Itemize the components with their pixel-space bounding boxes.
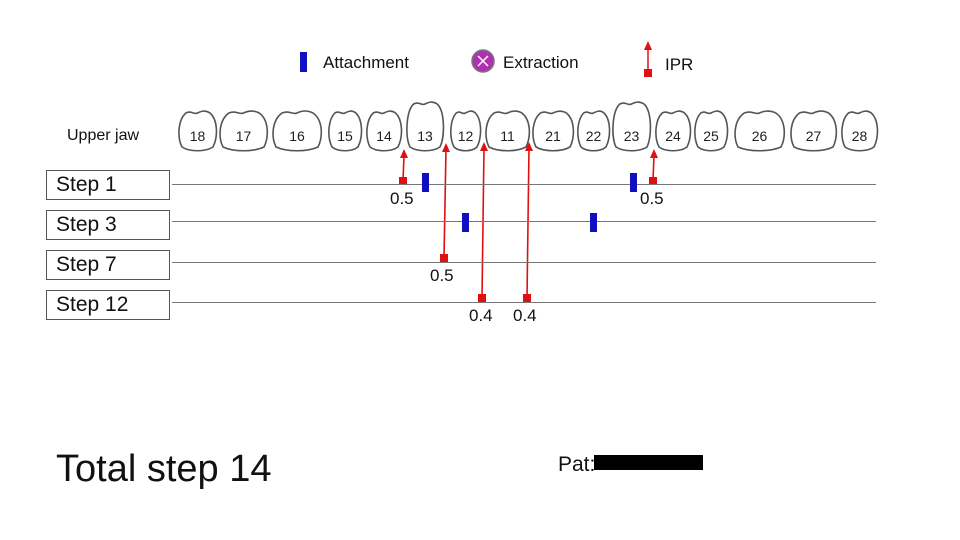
- step-1-line: [172, 184, 876, 185]
- tooth-number: 23: [624, 128, 640, 144]
- tooth-12: 12: [450, 110, 482, 152]
- step-12-line: [172, 302, 876, 303]
- ipr-legend-icon: [644, 41, 652, 77]
- attachment-step1-tooth13: [422, 173, 429, 192]
- tooth-number: 25: [703, 128, 719, 144]
- tooth-28: 28: [841, 110, 879, 152]
- ipr-arrow-13-12: [440, 143, 450, 262]
- tooth-18: 18: [178, 110, 218, 152]
- extraction-legend-icon: [471, 49, 495, 73]
- tooth-26: 26: [734, 110, 786, 152]
- ipr-legend-label: IPR: [665, 55, 694, 74]
- step-7-line: [172, 262, 876, 263]
- step-12-box: Step 12: [46, 290, 170, 320]
- tooth-number: 11: [500, 128, 515, 144]
- tooth-17: 17: [219, 110, 269, 152]
- tooth-number: 15: [337, 128, 353, 144]
- attachment-step3-tooth12: [462, 213, 469, 232]
- ipr-value-23-24: 0.5: [640, 189, 664, 208]
- attachment-legend-label: Attachment: [323, 53, 409, 72]
- ipr-arrows: [399, 142, 658, 302]
- patient-name-redaction: [594, 455, 703, 470]
- tooth-21: 21: [532, 110, 575, 152]
- tooth-24: 24: [655, 110, 692, 152]
- step-7-box: Step 7: [46, 250, 170, 280]
- tooth-11: 11: [485, 110, 531, 152]
- ipr-value-14-13: 0.5: [390, 189, 414, 208]
- tooth-number: 24: [665, 128, 681, 144]
- ipr-arrow-11-21: [523, 142, 533, 302]
- tooth-22: 22: [577, 110, 611, 152]
- tooth-15: 15: [328, 110, 363, 152]
- tooth-number: 13: [417, 128, 433, 144]
- ipr-value-13-12: 0.5: [430, 266, 454, 285]
- tooth-13: 13: [406, 101, 445, 152]
- tooth-number: 22: [586, 128, 602, 144]
- tooth-number: 27: [806, 128, 822, 144]
- teeth-row: 18 17 16 15 14 13 12 11 21 22 23 24 25 26 27 28: [178, 101, 879, 152]
- tooth-number: 17: [236, 128, 252, 144]
- tooth-23: 23: [612, 101, 652, 152]
- tooth-25: 25: [694, 110, 729, 152]
- ipr-value-12-11: 0.4: [469, 306, 493, 325]
- tooth-number: 26: [752, 128, 768, 144]
- attachment-step1-tooth23: [630, 173, 637, 192]
- step-3-line: [172, 221, 876, 222]
- tooth-number: 12: [458, 128, 474, 144]
- tooth-number: 21: [545, 128, 561, 144]
- tooth-number: 14: [376, 128, 392, 144]
- tooth-number: 28: [852, 128, 868, 144]
- ipr-value-11-21: 0.4: [513, 306, 537, 325]
- extraction-legend-label: Extraction: [503, 53, 579, 72]
- attachment-legend-icon: [300, 52, 307, 72]
- step-3-box: Step 3: [46, 210, 170, 240]
- upper-jaw-label: Upper jaw: [67, 127, 140, 144]
- patient-label: Pat:: [558, 453, 596, 476]
- ipr-arrow-14-13: [399, 149, 408, 185]
- tooth-16: 16: [272, 110, 323, 152]
- tooth-number: 16: [289, 128, 305, 144]
- ipr-arrow-12-11: [478, 142, 488, 302]
- step-1-box: Step 1: [46, 170, 170, 200]
- tooth-27: 27: [790, 110, 838, 152]
- total-step-label: Total step 14: [56, 448, 272, 490]
- ipr-arrow-23-24: [649, 149, 658, 185]
- tooth-14: 14: [366, 110, 403, 152]
- attachment-step3-tooth22: [590, 213, 597, 232]
- tooth-number: 18: [190, 128, 206, 144]
